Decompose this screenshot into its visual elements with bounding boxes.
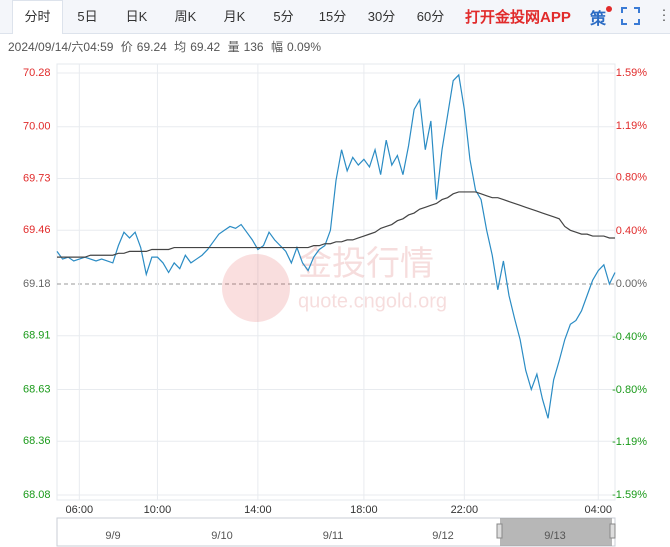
price-line xyxy=(56,73,616,419)
y2-tick-label: -0.40% xyxy=(612,331,647,343)
tab[interactable]: 周K xyxy=(174,8,197,24)
y-tick-label: 69.46 xyxy=(23,224,51,236)
tab[interactable]: 15分 xyxy=(318,8,347,24)
fullscreen-icon[interactable] xyxy=(621,7,640,25)
app-link[interactable]: 打开金投网APP xyxy=(465,9,571,26)
navigator-window[interactable] xyxy=(500,518,612,546)
price-line xyxy=(57,191,615,258)
tab[interactable]: 60分 xyxy=(416,8,445,24)
value: 136 xyxy=(243,40,264,54)
navigator-handle[interactable] xyxy=(496,523,503,539)
label: 均 xyxy=(174,40,187,54)
label: 幅 xyxy=(270,40,283,54)
y-tick-label: 70.28 xyxy=(23,67,51,79)
y-tick-label: 70.00 xyxy=(23,121,51,133)
watermark: 金投行情 quote.cngold.org xyxy=(222,245,447,322)
info-line: 2024/09/14/六04:59 价 69.24 均 69.42 量 136 幅 0.… xyxy=(8,38,325,55)
y-tick-label: 68.91 xyxy=(23,330,51,342)
strategy-button[interactable]: 策 xyxy=(590,10,607,28)
navigator-label: 9/13 xyxy=(544,530,565,542)
tab[interactable]: 5日 xyxy=(77,8,98,24)
y2-tick-label: -1.19% xyxy=(612,436,647,448)
navigator-handle[interactable] xyxy=(609,523,616,539)
plot-frame xyxy=(56,63,616,501)
tab[interactable]: 日K xyxy=(125,8,148,24)
y-tick-label: 69.73 xyxy=(23,172,51,184)
watermark-brand: 金投行情 xyxy=(298,245,434,283)
navigator-label: 9/10 xyxy=(211,530,232,542)
tab[interactable]: 分时 xyxy=(12,0,63,34)
value: 69.42 xyxy=(190,40,221,54)
y2-tick-label: 1.59% xyxy=(616,67,647,79)
x-tick-label: 14:00 xyxy=(244,504,272,516)
value: 69.24 xyxy=(136,40,167,54)
x-tick-label: 22:00 xyxy=(451,504,479,516)
label: 价 xyxy=(120,40,133,54)
y-tick-label: 68.36 xyxy=(23,435,51,447)
y-tick-label: 68.08 xyxy=(23,489,51,501)
x-tick-label: 04:00 xyxy=(584,504,612,516)
y2-tick-label: 1.19% xyxy=(616,120,647,132)
icon-path xyxy=(621,7,640,25)
tab[interactable]: 5分 xyxy=(273,8,294,24)
watermark-logo xyxy=(222,254,290,322)
tab[interactable]: 月K xyxy=(223,8,246,24)
y-tick-label: 68.63 xyxy=(23,383,51,395)
y2-tick-label: 0.40% xyxy=(616,225,647,237)
toolbar: 分时 5日 日K 周K 月K 5分 15分 30分 60分 打开金投网APP 策 xyxy=(0,0,670,34)
y2-tick-label: 0.00% xyxy=(616,278,647,290)
y2-tick-label: 0.80% xyxy=(616,172,647,184)
x-tick-label: 06:00 xyxy=(66,504,94,516)
watermark-url: quote.cngold.org xyxy=(298,290,447,312)
label: 量 xyxy=(227,40,240,54)
y2-tick-label: -1.59% xyxy=(612,489,647,501)
y2-tick-label: -0.80% xyxy=(612,384,647,396)
navigator-label: 9/11 xyxy=(323,530,344,542)
y-tick-label: 69.18 xyxy=(23,278,51,290)
more-icon[interactable]: ⋮ xyxy=(657,7,670,23)
navigator-label: 9/12 xyxy=(432,530,453,542)
badge xyxy=(606,6,612,12)
datetime: 2024/09/14/六04:59 xyxy=(8,40,114,54)
tab[interactable]: 30分 xyxy=(367,8,396,24)
navigator-label: 9/9 xyxy=(105,530,120,542)
value: 0.09% xyxy=(286,40,321,54)
x-tick-label: 18:00 xyxy=(350,504,378,516)
x-tick-label: 10:00 xyxy=(144,504,172,516)
